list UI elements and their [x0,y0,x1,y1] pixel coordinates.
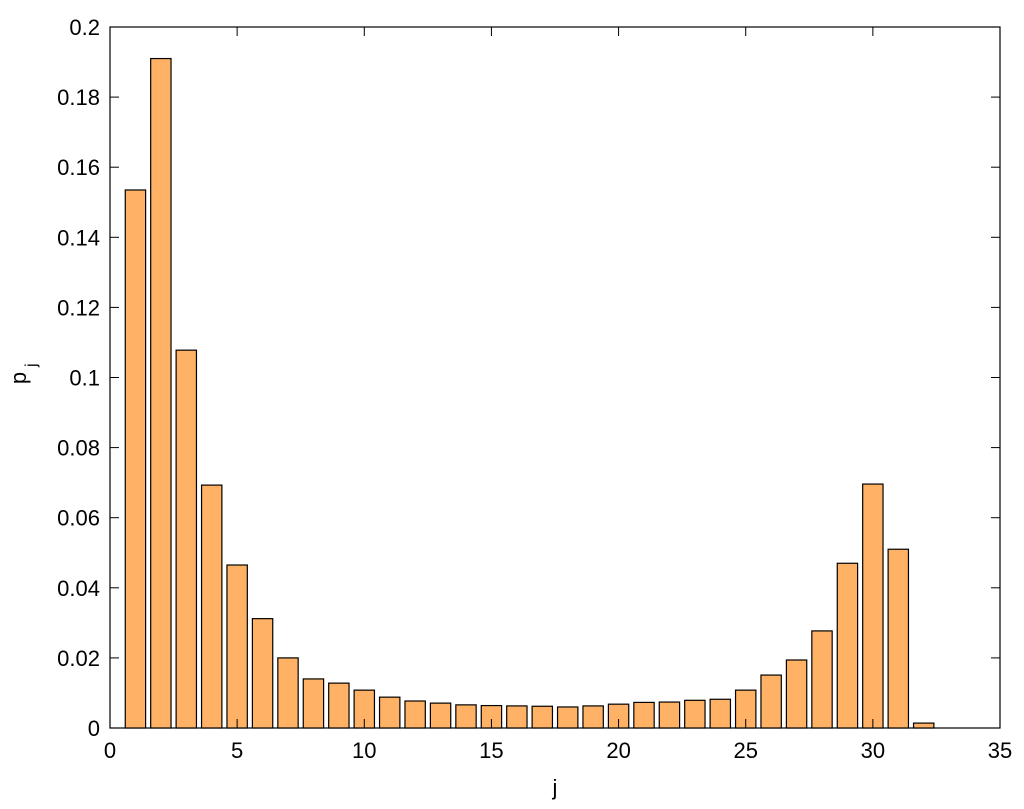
bar [912,722,935,729]
x-tick-label: 25 [733,738,757,763]
y-tick-label: 0.18 [57,85,100,110]
bar [175,349,198,729]
y-tick-label: 0.02 [57,646,100,671]
y-tick-label: 0.14 [57,225,100,250]
bar [251,618,274,729]
bar [658,701,681,729]
x-axis-label: j [552,775,558,800]
y-axis-label-subscript: j [23,363,40,368]
x-tick-label: 0 [104,738,116,763]
x-tick-label: 15 [479,738,503,763]
x-tick-label: 30 [861,738,885,763]
bar [124,189,147,729]
bar [760,674,782,729]
y-tick-label: 0.08 [57,436,100,461]
bar [150,57,172,729]
bar [862,483,884,729]
y-tick-label: 0.2 [69,15,100,40]
y-axis-label-main: p [6,372,31,384]
bar [633,701,655,729]
bar [404,700,426,729]
bar [785,659,808,729]
x-tick-label: 10 [352,738,376,763]
y-tick-label: 0 [88,716,100,741]
bar [556,706,579,729]
x-tick-label: 20 [606,738,630,763]
bar [200,484,223,729]
bar [378,696,401,729]
y-tick-label: 0.1 [69,366,100,391]
y-tick-label: 0.16 [57,155,100,180]
bar [429,702,452,729]
y-axis-label: p j [6,363,40,384]
bar [506,705,528,729]
bar [226,564,248,729]
bar [709,698,732,729]
x-tick-label: 35 [988,738,1012,763]
bar [302,678,325,729]
bar [811,630,833,729]
bar [582,705,604,729]
y-tick-label: 0.12 [57,295,100,320]
bar [531,705,554,729]
x-tick-label: 5 [231,738,243,763]
y-tick-label: 0.06 [57,506,100,531]
bar [684,699,706,729]
bar [455,704,477,729]
bar [328,682,350,729]
y-tick-label: 0.04 [57,576,100,601]
bar [887,548,910,729]
bar [277,657,299,729]
bar [836,562,859,729]
